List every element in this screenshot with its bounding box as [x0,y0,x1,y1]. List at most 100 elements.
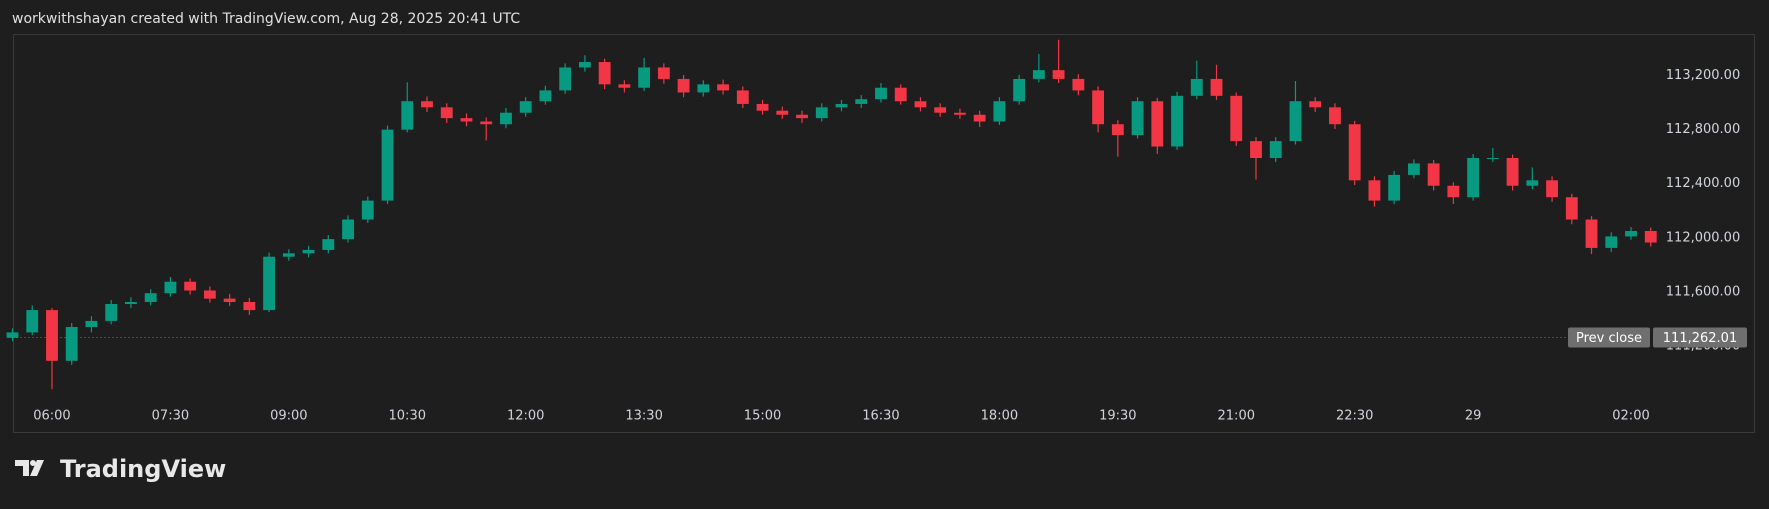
candle-body [263,256,276,311]
candle-body [736,90,749,104]
x-tick-label: 10:30 [389,409,426,424]
candle-body [657,67,670,79]
candle-body [1427,163,1440,186]
x-tick-label: 22:30 [1336,409,1373,424]
candle-body [559,67,572,91]
candle-body [638,67,651,88]
logo: TradingView [15,455,226,483]
candle-body [1467,158,1480,198]
candle-body [322,239,335,250]
candle-body [539,90,552,102]
x-tick-label: 19:30 [1099,409,1136,424]
candle-body [480,121,493,125]
candle-body [1190,78,1203,96]
candle-body [519,101,532,113]
candle-body [1388,174,1401,201]
candle-body [894,87,907,102]
candle-body [1269,141,1282,159]
candle-body [500,112,512,125]
candle-body [954,112,966,115]
x-tick-label: 02:00 [1612,409,1649,424]
candle-body [1111,124,1124,136]
x-tick-label: 06:00 [33,409,70,424]
chart-frame [13,34,1755,433]
x-tick-label: 21:00 [1218,409,1255,424]
x-tick-label: 29 [1465,409,1482,424]
candle-body [342,219,354,240]
candle-body [1368,180,1381,201]
candle-body [934,107,947,113]
candle-body [243,301,256,311]
candle-body [1131,101,1144,136]
candle-body [973,114,986,122]
y-tick-label: 112,400.00 [1666,176,1740,191]
candle-body [1210,78,1223,96]
candle-body [164,281,177,294]
attribution: workwithshayan created with TradingView.… [12,11,520,27]
candle-body [1309,101,1322,108]
x-tick-label: 09:00 [270,409,307,424]
candle-body [697,84,710,93]
x-tick-label: 15:00 [744,409,781,424]
plot: 111,200.00111,600.00112,000.00112,400.00… [6,39,1747,424]
candle-body [1250,141,1262,159]
candle-body [796,114,808,119]
candle-body [1348,124,1361,181]
candle-body [776,110,789,115]
candle-body [440,107,453,119]
candle-body [1605,236,1618,248]
candle-body [1289,101,1302,142]
candle-body [85,320,98,327]
candle-body [1151,101,1164,147]
candle-body [1032,70,1045,79]
candle-body [1052,70,1065,79]
y-tick-label: 112,000.00 [1666,230,1740,245]
candle-body [1447,185,1460,198]
candle-body [1407,163,1420,175]
candle-body [46,310,58,361]
candle-body [993,101,1006,122]
candle-body [105,304,118,321]
candle-body [578,62,591,68]
y-tick-label: 111,600.00 [1666,284,1740,299]
y-tick-label: 113,200.00 [1666,68,1740,83]
candle-body [1644,231,1657,243]
candle-body [460,118,473,122]
prev-close-value: 111,262.01 [1663,331,1737,346]
x-tick-label: 13:30 [625,409,662,424]
candle-body [717,84,729,91]
candle-body [1585,219,1598,248]
prev-close-tag [1568,327,1650,348]
y-tick-label: 112,800.00 [1666,122,1740,137]
candle-body [144,293,157,302]
logo-icon [30,460,36,466]
logo-icon [15,460,29,476]
candle-body [184,281,197,291]
candle-body [401,101,414,130]
candle-body [618,84,631,88]
candle-body [361,200,374,220]
candle-body [282,253,295,257]
x-tick-label: 12:00 [507,409,544,424]
candle-body [875,87,887,100]
candle-body [203,290,216,299]
candle-body [65,327,78,361]
candle-body [381,129,394,201]
prev-close-value-tag [1653,327,1747,348]
candle-body [598,62,611,85]
candle-body [1506,158,1519,186]
x-tick-label: 18:00 [981,409,1018,424]
candle-body [815,107,828,119]
candle-body [1486,158,1499,160]
candle-body [1526,180,1539,186]
candle-body [1072,78,1085,91]
candle-body [1013,78,1026,102]
logo-icon [30,460,44,476]
candle-body [835,103,848,108]
candle-body [756,103,769,111]
candle-body [677,78,690,93]
candle-body [421,101,433,108]
